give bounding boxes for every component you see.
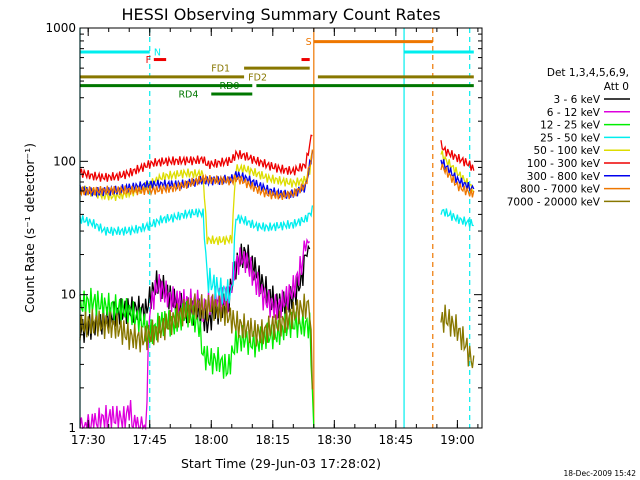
x-tick-label-1: 17:30	[71, 433, 106, 447]
series-line-9	[79, 293, 475, 390]
x-axis-label: Start Time (29-Jun-03 17:28:02)	[181, 456, 381, 471]
flag-label-3: S	[306, 37, 312, 48]
flag-label-1: N	[154, 48, 161, 59]
legend-label-4: 25 - 50 keV	[540, 132, 601, 144]
axes: 1 10 100 1000 17:30 17:45 18:00 18:15 18:30 18:45…	[45, 21, 483, 447]
legend-header-line-2: Att 0	[604, 81, 629, 93]
flag-label-11: RD4	[178, 89, 198, 100]
series-line-4	[79, 205, 474, 305]
state-flags: N S F FD1 FD2 RD0 RD4	[80, 37, 474, 100]
footer-timestamp: 18-Dec-2009 15:42	[563, 469, 636, 478]
series-lines	[79, 134, 475, 431]
legend-label-6: 100 - 300 keV	[527, 158, 601, 170]
flag-label-4: F	[146, 55, 151, 66]
y-axis-label: Count Rate (s⁻¹ detector⁻¹)	[22, 143, 37, 313]
y-tick-label-2: 10	[61, 288, 76, 302]
x-tick-label-7: 19:00	[440, 433, 475, 447]
y-tick-label-3: 100	[53, 154, 76, 168]
legend-label-9: 7000 - 20000 keV	[507, 196, 601, 208]
x-tick-label-2: 17:45	[132, 433, 167, 447]
series-line-5	[79, 150, 474, 246]
x-tick-label-5: 18:30	[317, 433, 352, 447]
legend-label-2: 6 - 12 keV	[547, 107, 601, 119]
x-tick-label-6: 18:45	[379, 433, 414, 447]
series-line-8	[79, 149, 475, 201]
legend-label-8: 800 - 7000 keV	[520, 184, 601, 196]
y-tick-label-4: 1000	[45, 21, 76, 35]
plot-frame	[79, 27, 483, 429]
flag-label-6: FD1	[211, 64, 230, 75]
legend-label-7: 300 - 800 keV	[527, 171, 601, 183]
y-tick-label-1: 1	[68, 421, 76, 435]
legend-label-5: 50 - 100 keV	[533, 145, 600, 157]
flag-label-7: FD2	[248, 72, 267, 83]
legend-header-line-1: Det 1,3,4,5,6,9,	[547, 67, 629, 79]
chart-title: HESSI Observing Summary Count Rates	[121, 5, 440, 24]
x-tick-label-4: 18:15	[255, 433, 290, 447]
legend-label-3: 12 - 25 keV	[540, 120, 601, 132]
legend-label-1: 3 - 6 keV	[553, 94, 600, 106]
flag-label-9: RD0	[219, 81, 239, 92]
x-tick-label-3: 18:00	[194, 433, 229, 447]
series-line-6	[79, 134, 475, 182]
